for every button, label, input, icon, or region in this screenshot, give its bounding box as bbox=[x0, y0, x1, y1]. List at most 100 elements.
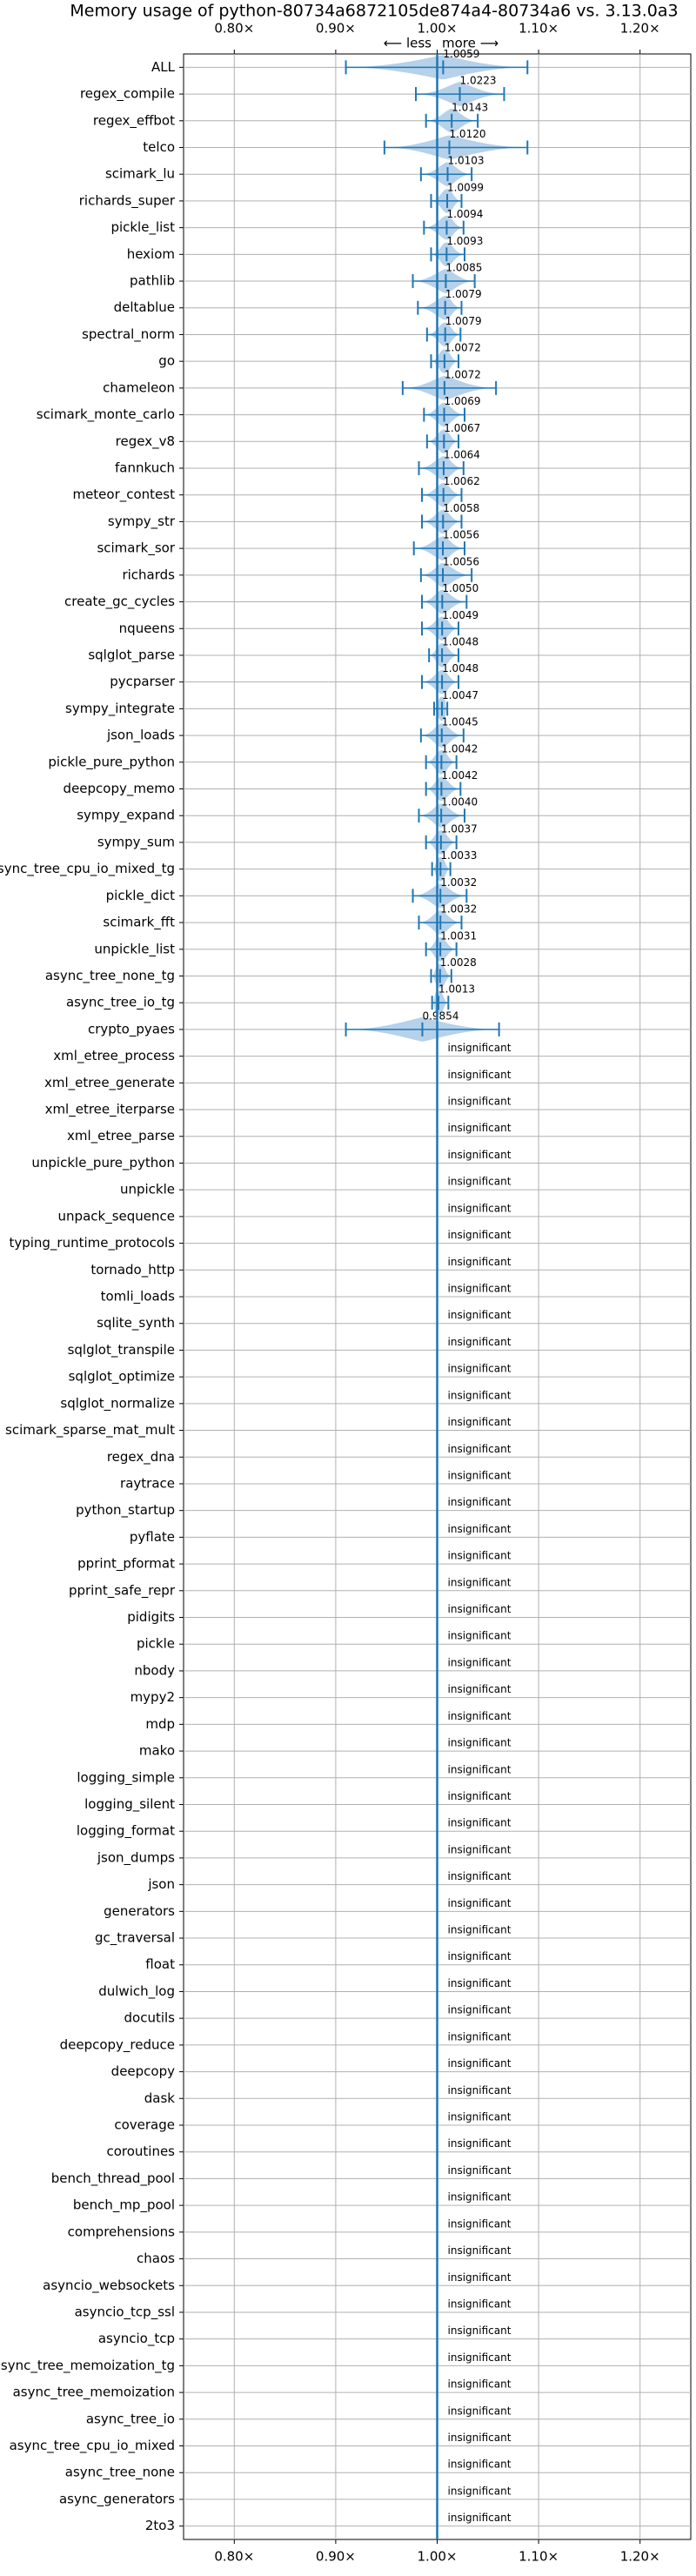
insignificant-label: insignificant bbox=[448, 2244, 512, 2257]
y-tick-label: regex_v8 bbox=[116, 433, 175, 450]
y-tick-label: logging_silent bbox=[84, 1796, 175, 1813]
y-tick-label: json_dumps bbox=[97, 1849, 175, 1866]
value-label: 1.0050 bbox=[442, 582, 478, 594]
insignificant-label: insignificant bbox=[448, 2405, 512, 2417]
x-tick-label-top: 1.10× bbox=[519, 21, 559, 37]
value-label: 1.0032 bbox=[440, 876, 477, 889]
value-label: 1.0032 bbox=[440, 903, 477, 916]
y-tick-label: docutils bbox=[124, 2010, 176, 2026]
y-tick-label: comprehensions bbox=[68, 2224, 176, 2239]
insignificant-label: insignificant bbox=[448, 1710, 512, 1722]
value-label: 1.0079 bbox=[445, 288, 482, 300]
x-tick-label-bottom: 1.00× bbox=[418, 2549, 458, 2565]
y-tick-label: ALL bbox=[151, 59, 176, 75]
y-tick-label: pprint_safe_repr bbox=[69, 1582, 176, 1599]
y-tick-label: sympy_sum bbox=[97, 834, 175, 850]
insignificant-label: insignificant bbox=[448, 1122, 512, 1134]
y-tick-label: dulwich_log bbox=[98, 1983, 175, 2000]
insignificant-label: insignificant bbox=[448, 2378, 512, 2391]
y-tick-label: typing_runtime_protocols bbox=[9, 1235, 175, 1251]
y-tick-label: async_tree_none_tg bbox=[45, 968, 175, 984]
insignificant-label: insignificant bbox=[448, 1202, 512, 1214]
value-label: 1.0031 bbox=[440, 929, 477, 942]
y-tick-label: async_tree_none bbox=[65, 2465, 175, 2481]
y-tick-label: generators bbox=[104, 1903, 175, 1919]
insignificant-label: insignificant bbox=[448, 2057, 512, 2070]
insignificant-label: insignificant bbox=[448, 1229, 512, 1241]
y-tick-label: 2to3 bbox=[145, 2518, 175, 2533]
value-label: 1.0056 bbox=[443, 529, 479, 541]
y-tick-label: richards bbox=[122, 567, 175, 582]
insignificant-label: insignificant bbox=[448, 1576, 512, 1588]
y-tick-label: pprint_pformat bbox=[77, 1556, 175, 1573]
y-tick-label: asyncio_tcp bbox=[98, 2331, 175, 2347]
y-tick-label: regex_compile bbox=[80, 86, 175, 103]
value-label: 1.0042 bbox=[441, 742, 478, 755]
insignificant-label: insignificant bbox=[448, 2137, 512, 2150]
y-tick-label: xml_etree_iterparse bbox=[45, 1102, 175, 1118]
insignificant-label: insignificant bbox=[448, 1603, 512, 1615]
insignificant-label: insignificant bbox=[448, 1656, 512, 1668]
x-tick-label-bottom: 1.10× bbox=[519, 2549, 559, 2565]
y-tick-label: scimark_monte_carlo bbox=[37, 406, 175, 423]
insignificant-label: insignificant bbox=[448, 1683, 512, 1695]
y-tick-label: xml_etree_parse bbox=[67, 1128, 175, 1144]
insignificant-label: insignificant bbox=[448, 2164, 512, 2177]
y-tick-label: hexiom bbox=[127, 246, 175, 262]
x-tick-label-top: 0.90× bbox=[316, 21, 356, 37]
x-tick-label-top: 1.20× bbox=[620, 21, 660, 37]
insignificant-label: insignificant bbox=[448, 1363, 512, 1375]
x-tick-label-bottom: 1.20× bbox=[620, 2549, 660, 2565]
insignificant-label: insignificant bbox=[448, 2084, 512, 2096]
y-tick-label: meteor_contest bbox=[72, 486, 175, 503]
insignificant-label: insignificant bbox=[448, 2432, 512, 2444]
y-tick-label: sqlite_synth bbox=[97, 1315, 175, 1332]
y-tick-label: xml_etree_process bbox=[53, 1048, 175, 1064]
insignificant-label: insignificant bbox=[448, 2324, 512, 2337]
y-tick-label: regex_dna bbox=[107, 1449, 175, 1466]
y-tick-label: pickle_dict bbox=[106, 888, 175, 904]
y-tick-label: deepcopy_memo bbox=[64, 781, 175, 797]
value-label: 1.0143 bbox=[452, 101, 488, 113]
y-tick-label: scimark_fft bbox=[103, 915, 175, 931]
value-label: 1.0037 bbox=[441, 822, 478, 835]
y-tick-label: sqlglot_transpile bbox=[68, 1342, 175, 1358]
y-tick-label: mako bbox=[139, 1743, 175, 1759]
value-label: 1.0099 bbox=[447, 181, 484, 193]
insignificant-label: insignificant bbox=[448, 2512, 512, 2524]
y-tick-label: create_gc_cycles bbox=[64, 594, 175, 610]
y-tick-label: float bbox=[145, 1956, 175, 1972]
insignificant-label: insignificant bbox=[448, 1443, 512, 1455]
y-tick-label: pidigits bbox=[127, 1609, 175, 1625]
insignificant-label: insignificant bbox=[448, 1897, 512, 1909]
insignificant-label: insignificant bbox=[448, 2030, 512, 2043]
insignificant-label: insignificant bbox=[448, 1283, 512, 1295]
y-tick-label: async_tree_io bbox=[86, 2411, 175, 2427]
insignificant-label: insignificant bbox=[448, 1416, 512, 1428]
value-label: 1.0067 bbox=[444, 422, 480, 434]
y-tick-label: unpickle_list bbox=[94, 941, 175, 957]
insignificant-label: insignificant bbox=[448, 1817, 512, 1829]
insignificant-label: insignificant bbox=[448, 1069, 512, 1081]
y-tick-label: raytrace bbox=[120, 1475, 175, 1491]
insignificant-label: insignificant bbox=[448, 1790, 512, 1802]
y-tick-label: sqlglot_optimize bbox=[69, 1369, 175, 1385]
y-tick-label: fannkuch bbox=[115, 460, 175, 476]
value-label: 1.0079 bbox=[445, 315, 482, 327]
y-tick-label: regex_effbot bbox=[93, 112, 175, 129]
value-label: 1.0072 bbox=[445, 368, 481, 380]
insignificant-label: insignificant bbox=[448, 1523, 512, 1535]
y-tick-label: crypto_pyaes bbox=[88, 1021, 175, 1037]
value-label: 1.0013 bbox=[438, 983, 475, 996]
value-label: 0.9854 bbox=[422, 1010, 458, 1022]
y-tick-label: async_generators bbox=[59, 2491, 175, 2507]
value-label: 1.0064 bbox=[444, 449, 480, 461]
y-tick-label: logging_simple bbox=[77, 1769, 175, 1786]
insignificant-label: insignificant bbox=[448, 1496, 512, 1508]
insignificant-label: insignificant bbox=[448, 1924, 512, 1936]
value-label: 1.0085 bbox=[445, 262, 482, 274]
y-tick-label: python_startup bbox=[76, 1502, 175, 1519]
y-tick-label: unpack_sequence bbox=[58, 1208, 175, 1224]
value-label: 1.0056 bbox=[443, 555, 479, 567]
y-tick-label: async_tree_cpu_io_mixed_tg bbox=[0, 861, 175, 877]
